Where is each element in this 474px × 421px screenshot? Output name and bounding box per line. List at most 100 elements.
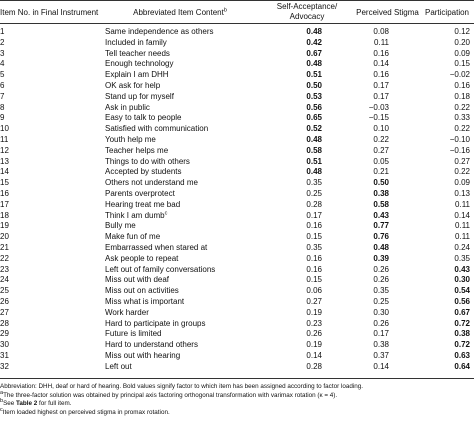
footnote-mark: b [223, 7, 227, 14]
item-number-text: 4 [0, 59, 5, 69]
item-number-text: 24 [0, 275, 9, 285]
item-number-text: 18 [0, 210, 9, 220]
item-number-text: 28 [0, 318, 9, 328]
loading-value: 0.19 [306, 307, 322, 317]
loading-value: 0.14 [306, 351, 322, 360]
item-number-text: 10 [0, 124, 9, 134]
item-number: 11 [0, 135, 8, 145]
loading: 0.42 [0, 38, 322, 48]
loading-value: 0.11 [374, 37, 389, 47]
loading-value: 0.27 [373, 145, 389, 155]
item-content-text: Ask in public [105, 102, 150, 112]
item-number-text: 6 [0, 81, 5, 90]
loading: 0.09 [0, 178, 470, 188]
item-content-text: Accepted by students [105, 167, 182, 177]
loading-value: 0.76 [373, 232, 389, 242]
loading: −0.03 [0, 103, 389, 113]
loading-value: 0.12 [454, 27, 470, 36]
item-content-text: Miss out on activities [105, 286, 179, 296]
item-number-text: 15 [0, 178, 9, 188]
loading-value: 0.17 [373, 329, 389, 339]
item-content: Tell teacher needs [105, 49, 170, 59]
item-content: Bully me [105, 221, 136, 231]
item-content-text: Teacher helps me [105, 145, 169, 155]
loading-value: 0.28 [306, 199, 322, 209]
loading-value: 0.21 [373, 167, 389, 177]
item-content-text: Same independence as others [105, 27, 214, 36]
loading: 0.72 [0, 319, 470, 329]
loading: 0.16 [0, 254, 322, 264]
loading-value: 0.51 [306, 70, 322, 80]
loading: 0.16 [0, 81, 470, 91]
item-content: Included in family [105, 38, 167, 48]
loading-value: 0.16 [454, 81, 470, 90]
loading: 0.56 [0, 103, 322, 113]
item-number-text: 17 [0, 199, 9, 209]
loading: 0.14 [0, 59, 389, 69]
header-text: Perceived Stigma [356, 8, 419, 17]
item-content-text: Left out of family conversations [105, 264, 216, 274]
loading-value: 0.48 [306, 27, 322, 36]
item-number-text: 3 [0, 48, 5, 58]
loading-value: 0.11 [455, 221, 470, 231]
item-number-text: 19 [0, 221, 9, 231]
footnote: Abbreviation: DHH, deaf or hard of heari… [0, 383, 363, 391]
loading-value: 0.22 [454, 167, 470, 177]
loading: 0.17 [0, 92, 389, 102]
item-content: Left out [105, 362, 132, 372]
item-content-text: Left out [105, 361, 132, 371]
loading: 0.22 [0, 135, 389, 145]
loading: 0.35 [0, 243, 322, 253]
item-content: Same independence as others [105, 27, 214, 37]
loading-value: 0.28 [306, 361, 322, 371]
item-content: Left out of family conversations [105, 265, 215, 275]
loading-value: 0.09 [454, 48, 470, 58]
item-number-text: 30 [0, 340, 9, 350]
loading: 0.18 [0, 92, 470, 102]
item-content-text: Work harder [105, 307, 149, 317]
loading: 0.25 [0, 297, 389, 307]
loading-value: 0.43 [454, 264, 470, 274]
loading: 0.48 [0, 135, 322, 145]
loading-value: 0.15 [306, 275, 322, 285]
item-number: 27 [0, 308, 9, 318]
loading-value: 0.26 [373, 264, 389, 274]
footnote-mark: c [164, 209, 168, 216]
loading-value: 0.38 [373, 189, 389, 198]
item-content: Youth help me [105, 135, 156, 145]
item-number: 1 [0, 27, 4, 37]
item-content: Ask in public [105, 103, 150, 113]
item-content: OK ask for help [105, 81, 160, 91]
loading: 0.16 [0, 265, 322, 275]
loading: 0.37 [0, 351, 389, 361]
item-number-text: 8 [0, 102, 5, 112]
item-number: 25 [0, 286, 9, 296]
item-content: Miss what is important [105, 297, 184, 307]
loading-value: 0.15 [306, 232, 322, 242]
loading-value: 0.08 [373, 27, 389, 36]
item-content-text: Youth help me [105, 135, 156, 144]
loading-value: −0.15 [368, 113, 389, 123]
loading: 0.10 [0, 124, 389, 134]
loading: 0.20 [0, 38, 470, 48]
loading: 0.56 [0, 297, 470, 307]
loading: 0.17 [0, 329, 389, 339]
loading-value: −0.16 [449, 145, 470, 155]
item-number: 20 [0, 232, 9, 242]
item-number: 6 [0, 81, 4, 91]
loading: 0.27 [0, 146, 389, 156]
item-content-text: Bully me [105, 221, 136, 231]
item-content: Future is limited [105, 329, 161, 339]
loading: −0.02 [0, 70, 470, 80]
footnote-text: See [3, 400, 17, 408]
loading-value: 0.30 [454, 275, 470, 285]
loading-value: 0.56 [454, 297, 470, 306]
item-number: 14 [0, 167, 9, 177]
item-content: Miss out with deaf [105, 275, 169, 285]
item-content-text: OK ask for help [105, 81, 161, 90]
loading-value: 0.54 [454, 286, 470, 296]
item-content-text: Easy to talk to people [105, 113, 182, 123]
loading-value: 0.42 [306, 37, 322, 47]
item-number: 16 [0, 189, 9, 199]
item-number: 21 [0, 243, 9, 253]
